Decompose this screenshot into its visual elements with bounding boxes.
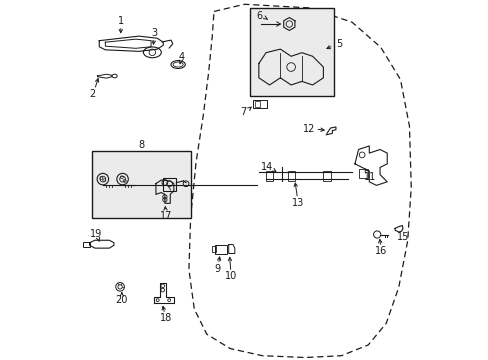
Text: 8: 8 [138,140,144,150]
Text: 13: 13 [292,198,304,208]
Text: 16: 16 [375,246,387,256]
Text: 3: 3 [151,28,158,39]
Text: 6: 6 [256,10,263,21]
Bar [287,171,294,181]
Bar [92,151,190,218]
Text: 5: 5 [335,39,342,49]
Bar [253,100,266,108]
Text: 14: 14 [261,162,273,172]
Bar [265,171,273,181]
Text: 15: 15 [396,232,408,242]
Bar [211,246,215,252]
Text: 11: 11 [363,172,375,182]
Text: 18: 18 [160,313,172,323]
Text: 10: 10 [225,271,237,282]
Text: 1: 1 [118,17,123,27]
Text: 17: 17 [160,211,172,221]
Bar [249,8,333,96]
Bar [215,244,226,253]
Bar [358,169,367,178]
Bar [163,178,176,191]
Text: 19: 19 [90,229,102,239]
Text: 9: 9 [214,264,221,274]
Text: 20: 20 [116,296,128,306]
Text: 4: 4 [179,52,184,62]
Text: 12: 12 [302,123,315,134]
Text: 2: 2 [89,89,96,99]
Bar [83,242,90,247]
Bar [323,171,330,181]
Bar [255,102,259,107]
Text: 7: 7 [240,107,246,117]
